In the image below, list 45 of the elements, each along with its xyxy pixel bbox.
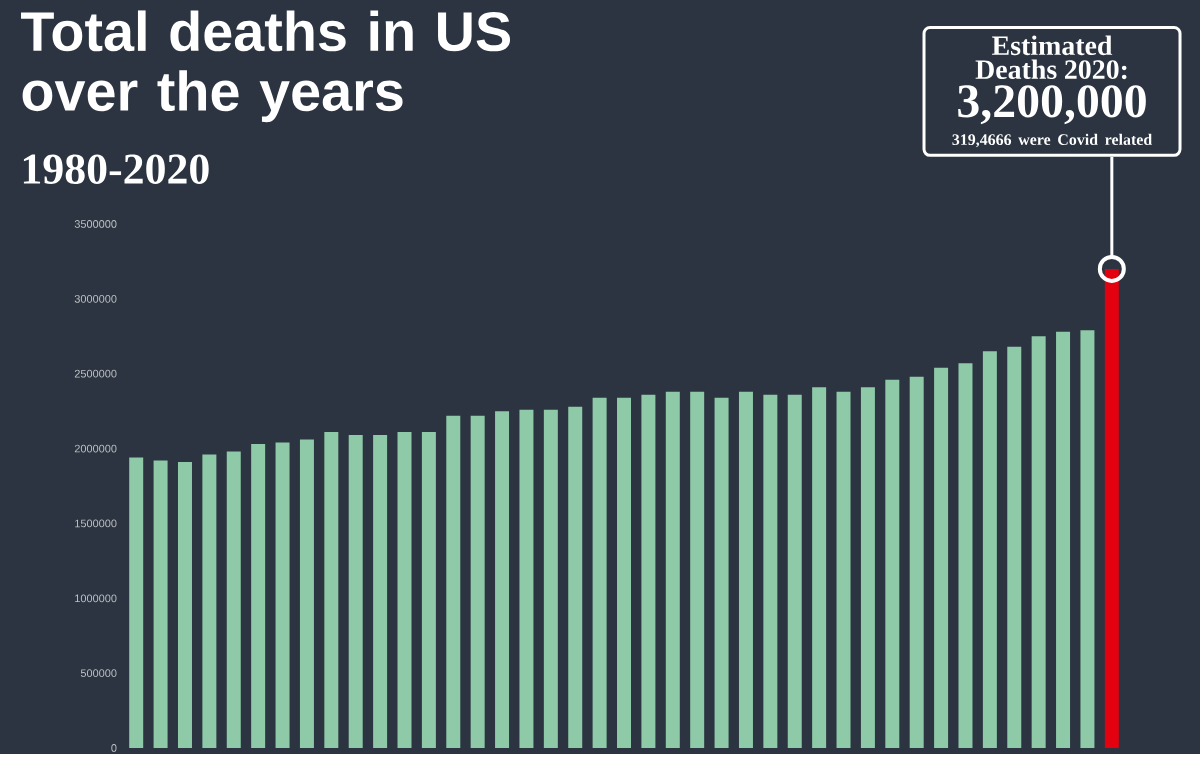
bar (153, 460, 168, 748)
bar (934, 367, 949, 748)
text: 3,200,000 (958, 84, 1146, 125)
chart-title: Total deaths in US over the years (21, 10, 511, 122)
bar (226, 451, 241, 748)
bar (1007, 346, 1022, 748)
bar (324, 431, 339, 748)
bar (373, 434, 388, 748)
bar (470, 415, 485, 748)
bar (909, 376, 924, 748)
bar (519, 409, 534, 748)
bar (1031, 336, 1046, 748)
bar (982, 351, 997, 748)
bar (836, 391, 851, 748)
bar (665, 391, 680, 748)
chart-subtitle: 1980-2020 (23, 154, 209, 184)
bar (397, 431, 412, 748)
bar (251, 443, 266, 748)
bar (812, 386, 827, 748)
bar (1104, 268, 1119, 748)
bar (738, 391, 753, 748)
bar (592, 397, 607, 748)
bar (202, 454, 217, 748)
bar (714, 397, 729, 748)
bar (446, 415, 461, 748)
bar (641, 394, 656, 748)
bar (860, 386, 875, 748)
bar (495, 410, 510, 748)
bar (1056, 331, 1071, 748)
bar (299, 439, 314, 748)
bar (787, 394, 802, 748)
bar (177, 461, 192, 748)
bar (275, 442, 290, 748)
bar (568, 406, 583, 748)
bar (129, 457, 144, 748)
bar (1080, 330, 1095, 748)
text: Estimated Deaths 2020: (975, 35, 1127, 79)
bar (617, 397, 632, 748)
bar (543, 409, 558, 748)
bar (958, 362, 973, 748)
bar (763, 394, 778, 748)
bar (690, 391, 705, 748)
bar (421, 431, 436, 748)
bar (885, 379, 900, 748)
bar (348, 434, 363, 748)
